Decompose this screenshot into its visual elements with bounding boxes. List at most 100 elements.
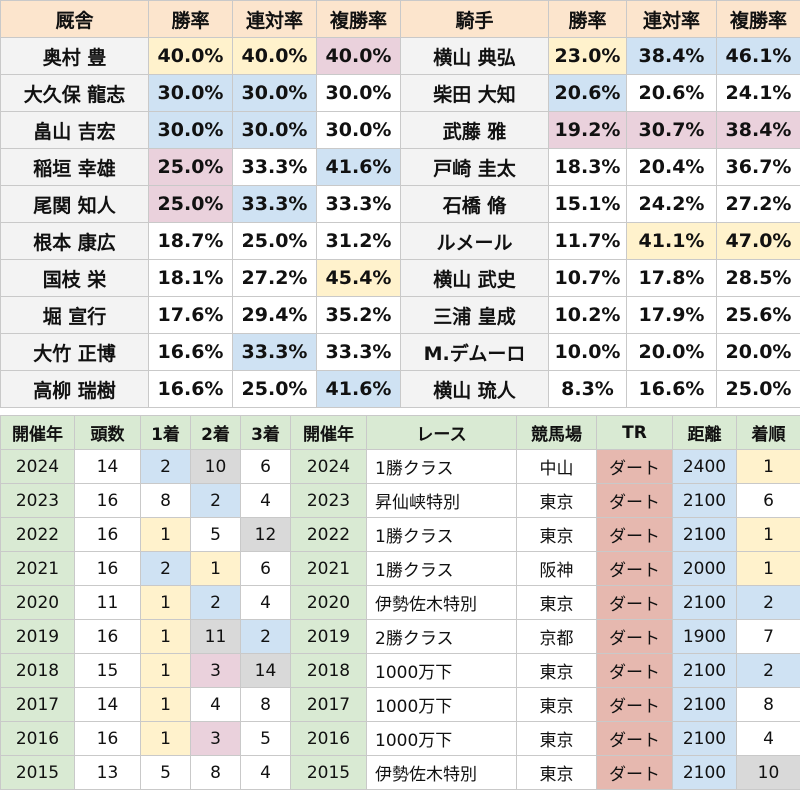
race-year: 2018 bbox=[290, 653, 367, 688]
race-row: 2016 1000万下 東京 ダート 2100 4 bbox=[290, 721, 800, 756]
popularity-second: 5 bbox=[190, 517, 241, 552]
popularity-third: 4 bbox=[240, 483, 291, 518]
jockey-place2-rate: 20.6% bbox=[626, 74, 717, 112]
popularity-heads: 16 bbox=[74, 619, 141, 654]
trainer-place3-rate: 45.4% bbox=[316, 259, 401, 297]
race-distance: 2100 bbox=[672, 721, 737, 756]
trainer-place2-rate: 30.0% bbox=[232, 74, 317, 112]
trainer-win-rate: 30.0% bbox=[148, 111, 233, 149]
popularity-third: 8 bbox=[240, 687, 291, 722]
trainer-place2-rate: 25.0% bbox=[232, 370, 317, 408]
popularity-heads: 14 bbox=[74, 449, 141, 484]
race-name: 伊勢佐木特別 bbox=[366, 755, 517, 790]
race-body: 2024 1勝クラス 中山 ダート 2400 1 2023 昇仙峡特別 東京 ダート 2100 6 20… bbox=[290, 449, 800, 790]
race-year: 2019 bbox=[290, 619, 367, 654]
race-year: 2017 bbox=[290, 687, 367, 722]
trainer-row: 畠山 吉宏 30.0% 30.0% 30.0% bbox=[0, 111, 401, 149]
jockey-place3-rate: 36.7% bbox=[716, 148, 800, 186]
jockey-place2-rate: 38.4% bbox=[626, 37, 717, 75]
race-history-table: 開催年 レース 競馬場 TR 距離 着順 2024 1勝クラス 中山 ダート 2400 1… bbox=[290, 415, 800, 790]
race-course: 東京 bbox=[516, 721, 597, 756]
jockey-row: 柴田 大知 20.6% 20.6% 24.1% bbox=[400, 74, 800, 112]
race-finish: 6 bbox=[736, 483, 800, 518]
jockey-name: 横山 武史 bbox=[400, 259, 549, 297]
trainer-place3-rate: 40.0% bbox=[316, 37, 401, 75]
popularity-header-heads: 頭数 bbox=[74, 415, 141, 450]
jockey-place3-rate: 47.0% bbox=[716, 222, 800, 260]
popularity-heads: 14 bbox=[74, 687, 141, 722]
popularity-second: 4 bbox=[190, 687, 241, 722]
jockey-header-row: 騎手 勝率 連対率 複勝率 bbox=[400, 0, 800, 38]
popularity-header-second: 2着 bbox=[190, 415, 241, 450]
race-course: 東京 bbox=[516, 517, 597, 552]
popularity-header-row: 開催年 頭数 1着 2着 3着 bbox=[0, 415, 291, 450]
race-distance: 1900 bbox=[672, 619, 737, 654]
race-finish: 4 bbox=[736, 721, 800, 756]
jockey-row: ルメール 11.7% 41.1% 47.0% bbox=[400, 222, 800, 260]
trainer-row: 奥村 豊 40.0% 40.0% 40.0% bbox=[0, 37, 401, 75]
popularity-second: 10 bbox=[190, 449, 241, 484]
trainer-name: 大竹 正博 bbox=[0, 333, 149, 371]
trainer-row: 堀 宣行 17.6% 29.4% 35.2% bbox=[0, 296, 401, 334]
race-row: 2019 2勝クラス 京都 ダート 1900 7 bbox=[290, 619, 800, 654]
race-finish: 2 bbox=[736, 653, 800, 688]
popularity-year: 2016 bbox=[0, 721, 75, 756]
popularity-third: 4 bbox=[240, 585, 291, 620]
popularity-heads: 16 bbox=[74, 483, 141, 518]
race-year: 2015 bbox=[290, 755, 367, 790]
trainer-name: 高柳 瑞樹 bbox=[0, 370, 149, 408]
popularity-third: 12 bbox=[240, 517, 291, 552]
jockey-name: 横山 典弘 bbox=[400, 37, 549, 75]
popularity-third: 6 bbox=[240, 449, 291, 484]
race-track: ダート bbox=[596, 653, 673, 688]
jockey-name: 石橋 脩 bbox=[400, 185, 549, 223]
jockey-place3-rate: 24.1% bbox=[716, 74, 800, 112]
jockey-place2-rate: 24.2% bbox=[626, 185, 717, 223]
race-course: 阪神 bbox=[516, 551, 597, 586]
trainer-row: 稲垣 幸雄 25.0% 33.3% 41.6% bbox=[0, 148, 401, 186]
popularity-row: 2020 11 1 2 4 bbox=[0, 585, 291, 620]
jockey-row: 横山 武史 10.7% 17.8% 28.5% bbox=[400, 259, 800, 297]
jockey-name: 戸崎 圭太 bbox=[400, 148, 549, 186]
popularity-heads: 16 bbox=[74, 551, 141, 586]
jockey-row: 横山 琉人 8.3% 16.6% 25.0% bbox=[400, 370, 800, 408]
race-row: 2018 1000万下 東京 ダート 2100 2 bbox=[290, 653, 800, 688]
trainer-name: 稲垣 幸雄 bbox=[0, 148, 149, 186]
jockey-name: 横山 琉人 bbox=[400, 370, 549, 408]
popularity-year: 2017 bbox=[0, 687, 75, 722]
popularity-first: 5 bbox=[140, 755, 191, 790]
jockey-place3-rate: 25.6% bbox=[716, 296, 800, 334]
trainer-place3-rate: 33.3% bbox=[316, 333, 401, 371]
popularity-year: 2022 bbox=[0, 517, 75, 552]
race-row: 2021 1勝クラス 阪神 ダート 2000 1 bbox=[290, 551, 800, 586]
jockey-place2-rate: 41.1% bbox=[626, 222, 717, 260]
jockey-name: 武藤 雅 bbox=[400, 111, 549, 149]
race-track: ダート bbox=[596, 687, 673, 722]
race-name: 1000万下 bbox=[366, 721, 517, 756]
trainer-name: 根本 康広 bbox=[0, 222, 149, 260]
jockey-win-rate: 10.0% bbox=[548, 333, 627, 371]
trainer-name: 畠山 吉宏 bbox=[0, 111, 149, 149]
race-name: 1000万下 bbox=[366, 687, 517, 722]
race-finish: 7 bbox=[736, 619, 800, 654]
jockey-win-rate: 23.0% bbox=[548, 37, 627, 75]
popularity-second: 1 bbox=[190, 551, 241, 586]
jockey-win-rate: 19.2% bbox=[548, 111, 627, 149]
jockey-name: 三浦 皇成 bbox=[400, 296, 549, 334]
race-finish: 1 bbox=[736, 517, 800, 552]
trainer-row: 国枝 栄 18.1% 27.2% 45.4% bbox=[0, 259, 401, 297]
jockey-body: 横山 典弘 23.0% 38.4% 46.1% 柴田 大知 20.6% 20.6% 24.1%… bbox=[400, 37, 800, 408]
race-distance: 2100 bbox=[672, 653, 737, 688]
popularity-second: 3 bbox=[190, 721, 241, 756]
race-name: 1000万下 bbox=[366, 653, 517, 688]
trainer-place2-rate: 33.3% bbox=[232, 148, 317, 186]
popularity-row: 2024 14 2 10 6 bbox=[0, 449, 291, 484]
race-finish: 8 bbox=[736, 687, 800, 722]
race-row: 2015 伊勢佐木特別 東京 ダート 2100 10 bbox=[290, 755, 800, 790]
jockey-place2-rate: 17.8% bbox=[626, 259, 717, 297]
race-finish: 1 bbox=[736, 449, 800, 484]
popularity-table: 開催年 頭数 1着 2着 3着 2024 14 2 10 6 2023 16 8 2 4 2022 1… bbox=[0, 415, 291, 790]
jockey-header-place2: 連対率 bbox=[626, 0, 717, 38]
race-row: 2020 伊勢佐木特別 東京 ダート 2100 2 bbox=[290, 585, 800, 620]
race-name: 1勝クラス bbox=[366, 449, 517, 484]
